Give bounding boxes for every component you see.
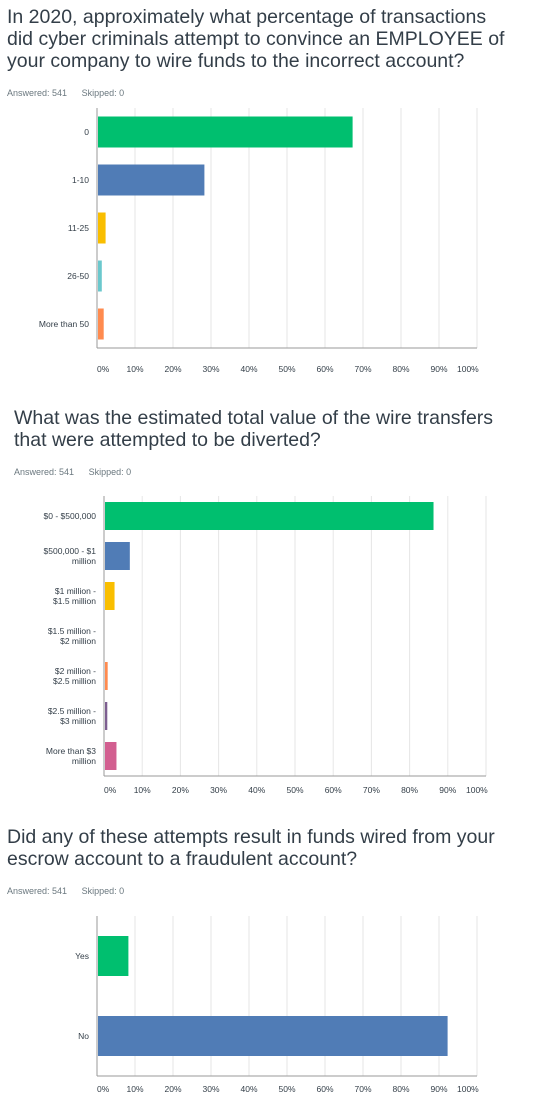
x-tick-label: 20% <box>164 364 181 374</box>
x-tick-label: 0% <box>104 785 117 795</box>
category-label: Yes <box>75 951 89 961</box>
bar <box>98 164 205 196</box>
category-label: $3 million <box>60 716 96 726</box>
question-title-3: Did any of these attempts result in fund… <box>7 826 537 870</box>
bar <box>98 308 104 340</box>
x-tick-label: 40% <box>248 785 265 795</box>
answered-count: Answered: 541 <box>7 88 68 98</box>
x-tick-label: 80% <box>401 785 418 795</box>
category-label: $0 - $500,000 <box>44 511 97 521</box>
category-label: million <box>72 756 96 766</box>
answered-count: Answered: 541 <box>7 886 68 896</box>
category-label: 0 <box>84 127 89 137</box>
question-title-line: What was the estimated total value of th… <box>14 407 494 429</box>
x-tick-label: 70% <box>354 364 371 374</box>
question-title-line: your company to wire funds to the incorr… <box>7 50 465 72</box>
bar <box>98 116 353 148</box>
response-stats-1: Answered: 541 Skipped: 0 <box>7 88 124 98</box>
x-tick-label: 80% <box>392 364 409 374</box>
x-tick-label: 60% <box>316 1084 333 1094</box>
question-title-line: that were attempted to be diverted? <box>14 429 321 451</box>
category-label: 26-50 <box>67 271 89 281</box>
bar <box>105 542 130 570</box>
category-label: More than 50 <box>39 319 89 329</box>
x-tick-label: 90% <box>430 364 447 374</box>
x-tick-label: 20% <box>172 785 189 795</box>
category-label: million <box>72 556 96 566</box>
bar <box>105 662 108 690</box>
x-tick-label: 40% <box>240 364 257 374</box>
category-label: 1-10 <box>72 175 89 185</box>
bar <box>105 742 117 770</box>
category-label: $2.5 million - <box>48 706 96 716</box>
x-tick-label: 40% <box>240 1084 257 1094</box>
question-title-line: escrow account to a fraudulent account? <box>7 848 358 870</box>
question-title-line: In 2020, approximately what percentage o… <box>7 6 487 28</box>
question-title-line: did cyber criminals attempt to convince … <box>7 28 505 50</box>
category-label: $2 million <box>60 636 96 646</box>
x-tick-label: 50% <box>278 364 295 374</box>
category-label: $2 million - <box>55 666 96 676</box>
category-label: $2.5 million <box>53 676 96 686</box>
bar <box>98 936 129 976</box>
x-tick-label: 10% <box>126 1084 143 1094</box>
x-tick-label: 0% <box>97 1084 110 1094</box>
category-label: $1 million - <box>55 586 96 596</box>
x-tick-label: 0% <box>97 364 110 374</box>
bar <box>98 260 102 292</box>
bar <box>105 702 108 730</box>
bar <box>105 502 434 530</box>
x-tick-label: 90% <box>430 1084 447 1094</box>
question-title-1: In 2020, approximately what percentage o… <box>7 6 537 72</box>
x-tick-label: 30% <box>202 364 219 374</box>
x-tick-label: 60% <box>325 785 342 795</box>
x-tick-label: 10% <box>134 785 151 795</box>
x-tick-label: 90% <box>439 785 456 795</box>
bar-chart-2: 0% 10% 20% 30% 40% 50% 60% 70% 80% 90% 100% $0 - $5… <box>44 496 488 795</box>
x-tick-label: 100% <box>466 785 488 795</box>
x-tick-label: 50% <box>278 1084 295 1094</box>
bar <box>98 1016 448 1056</box>
x-tick-label: 70% <box>354 1084 371 1094</box>
answered-count: Answered: 541 <box>14 467 75 477</box>
x-tick-label: 70% <box>363 785 380 795</box>
bar <box>98 212 106 244</box>
category-label: $1.5 million <box>53 596 96 606</box>
x-tick-label: 30% <box>210 785 227 795</box>
question-title-2: What was the estimated total value of th… <box>14 407 538 451</box>
skipped-count: Skipped: 0 <box>81 886 125 896</box>
question-title-line: Did any of these attempts result in fund… <box>7 826 495 848</box>
category-label: $500,000 - $1 <box>44 546 97 556</box>
x-tick-label: 100% <box>457 364 479 374</box>
x-tick-label: 10% <box>126 364 143 374</box>
x-tick-label: 60% <box>316 364 333 374</box>
x-tick-label: 100% <box>457 1084 479 1094</box>
skipped-count: Skipped: 0 <box>88 467 132 477</box>
bar <box>105 582 115 610</box>
skipped-count: Skipped: 0 <box>81 88 125 98</box>
bar-chart-3: 0% 10% 20% 30% 40% 50% 60% 70% 80% 90% 100% Yes No <box>75 916 479 1094</box>
category-label: No <box>78 1031 89 1041</box>
category-label: More than $3 <box>46 746 96 756</box>
category-label: $1.5 million - <box>48 626 96 636</box>
x-tick-label: 20% <box>164 1084 181 1094</box>
bar-chart-1: 0% 10% 20% 30% 40% 50% 60% 70% 80% 90% 100% 0 1-10 11… <box>39 108 479 374</box>
x-tick-label: 50% <box>286 785 303 795</box>
response-stats-2: Answered: 541 Skipped: 0 <box>14 467 131 477</box>
response-stats-3: Answered: 541 Skipped: 0 <box>7 886 124 896</box>
category-label: 11-25 <box>68 223 89 233</box>
x-tick-label: 30% <box>202 1084 219 1094</box>
x-tick-label: 80% <box>392 1084 409 1094</box>
